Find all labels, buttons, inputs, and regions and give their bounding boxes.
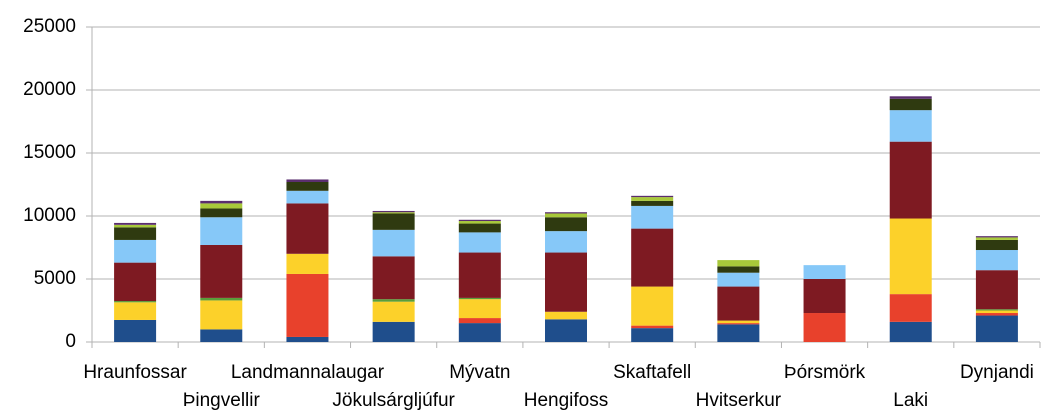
- bar-segment: [458, 232, 501, 253]
- bar-segment: [458, 252, 501, 298]
- bar-segment: [200, 297, 243, 301]
- x-tick-label: Landmannalaugar: [231, 362, 385, 383]
- bar-segment: [372, 210, 415, 213]
- bar-segment: [717, 320, 760, 324]
- bar-segment: [545, 213, 587, 218]
- y-tick-label: 25000: [23, 16, 76, 37]
- bar-segment: [545, 319, 587, 342]
- bar-segment: [200, 244, 243, 298]
- x-tick-label: Hengifoss: [524, 390, 609, 410]
- bar-segment: [975, 239, 1018, 251]
- bar-segment: [114, 319, 157, 342]
- bar-segment: [458, 219, 501, 222]
- bar-segment: [803, 279, 846, 314]
- bar-segment: [286, 181, 329, 191]
- bar-segment: [114, 302, 157, 320]
- bar-segment: [114, 222, 157, 225]
- bar-segment: [717, 324, 760, 342]
- bar-segment: [545, 252, 587, 312]
- bar-segment: [717, 260, 760, 267]
- bar-segment: [975, 313, 1018, 316]
- bar-segment: [889, 141, 932, 219]
- bar-segment: [631, 325, 674, 329]
- bar-segment: [545, 217, 587, 232]
- x-tick-label: Skaftafell: [613, 362, 691, 383]
- bar-segment: [200, 208, 243, 218]
- bar-segment: [545, 231, 587, 253]
- bar-segment: [889, 96, 932, 99]
- bar-segment: [975, 250, 1018, 271]
- bar-segment: [458, 297, 501, 300]
- bar-segment: [975, 310, 1018, 314]
- bar-segment: [372, 256, 415, 300]
- bar-segment: [631, 205, 674, 229]
- bar-segment: [286, 190, 329, 204]
- bar-segment: [631, 195, 674, 198]
- x-tick-label: Dynjandi: [960, 362, 1034, 383]
- bar-segment: [114, 301, 157, 303]
- bar-segment: [889, 294, 932, 322]
- bar-segment: [286, 179, 329, 182]
- bar-segment: [631, 228, 674, 287]
- bar-segment: [458, 318, 501, 324]
- bar-segment: [114, 227, 157, 240]
- bar-segment: [372, 212, 415, 214]
- bar-segment: [803, 313, 846, 342]
- bar-segment: [372, 321, 415, 342]
- bar-segment: [114, 262, 157, 302]
- bar-segment: [200, 217, 243, 245]
- bar-segment: [200, 200, 243, 204]
- bar-segment: [372, 301, 415, 322]
- bar-segment: [975, 270, 1018, 310]
- bar-segment: [889, 98, 932, 111]
- bar-segment: [200, 300, 243, 330]
- bar-segment: [631, 197, 674, 201]
- bar-segment: [545, 212, 587, 214]
- y-tick-label: 5000: [34, 268, 76, 289]
- bar-segment: [458, 221, 501, 224]
- x-tick-label: Hraunfossar: [83, 362, 187, 383]
- bar-segment: [200, 329, 243, 342]
- y-tick-label: 10000: [23, 205, 76, 226]
- bar-segment: [200, 203, 243, 209]
- bar-segment: [975, 237, 1018, 240]
- bar-segment: [286, 273, 329, 337]
- x-tick-label: Þingvellir: [183, 390, 261, 410]
- y-tick-label: 20000: [23, 79, 76, 100]
- bar-segment: [975, 309, 1018, 311]
- bar-segment: [889, 110, 932, 142]
- bar-segment: [458, 223, 501, 233]
- x-tick-label: Hvitserkur: [696, 390, 782, 410]
- bar-segment: [458, 323, 501, 342]
- bar-segment: [717, 266, 760, 273]
- x-tick-label: Laki: [893, 390, 928, 410]
- bar-segment: [458, 299, 501, 319]
- bar-segment: [889, 321, 932, 342]
- bar-segment: [889, 218, 932, 295]
- bar-segment: [286, 203, 329, 254]
- bar-segment: [286, 253, 329, 274]
- x-tick-label: Jökulsárgljúfur: [332, 390, 455, 410]
- bar-segment: [631, 286, 674, 326]
- bar-segment: [631, 328, 674, 342]
- bar-segment: [372, 213, 415, 230]
- bar-segment: [975, 236, 1018, 238]
- x-tick-label: Þórsmörk: [784, 362, 866, 383]
- bar-segment: [372, 229, 415, 257]
- bar-segment: [975, 315, 1018, 342]
- bar-segment: [717, 286, 760, 321]
- x-tick-label: Mývatn: [449, 362, 510, 383]
- bar-segment: [286, 336, 329, 342]
- bar-segment: [114, 239, 157, 263]
- y-tick-label: 0: [65, 331, 76, 352]
- bar-segment: [717, 323, 760, 325]
- y-tick-label: 15000: [23, 142, 76, 163]
- bar-segment: [545, 311, 587, 320]
- bar-segment: [114, 224, 157, 228]
- bar-segment: [631, 200, 674, 206]
- bar-segment: [372, 299, 415, 302]
- bar-segment: [717, 272, 760, 287]
- bar-segment: [803, 265, 846, 279]
